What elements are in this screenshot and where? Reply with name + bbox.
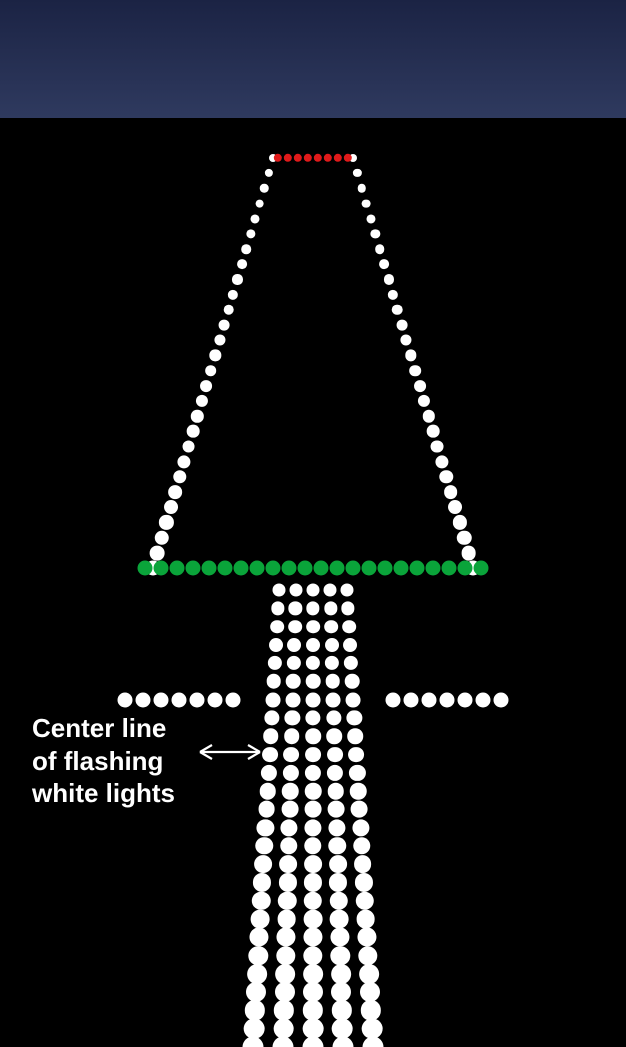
arrow-icon: [0, 0, 626, 1047]
centerline-label: Center line of flashing white lights: [32, 712, 175, 810]
approach-lighting-diagram: Center line of flashing white lights: [0, 0, 626, 1047]
